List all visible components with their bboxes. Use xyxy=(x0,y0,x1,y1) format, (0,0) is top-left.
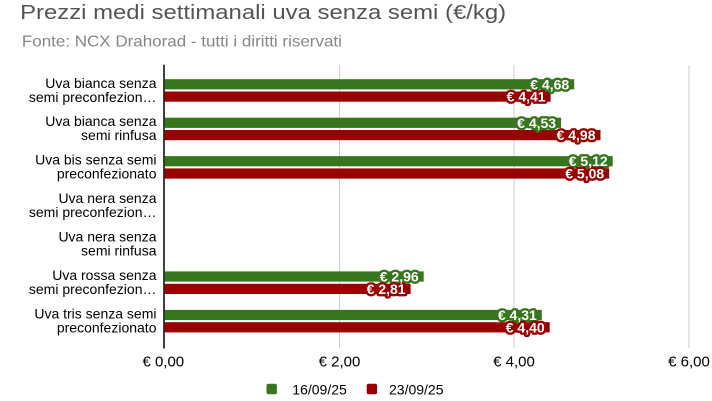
svg-text:preconfezionato: preconfezionato xyxy=(57,166,157,182)
svg-text:€ 4,53: € 4,53 xyxy=(517,115,556,131)
svg-text:€ 2,00: € 2,00 xyxy=(319,353,361,370)
svg-text:€ 4,41: € 4,41 xyxy=(507,89,546,105)
svg-text:€ 4,31: € 4,31 xyxy=(498,307,537,323)
svg-text:Uva nera senza: Uva nera senza xyxy=(58,229,156,245)
svg-text:€ 6,00: € 6,00 xyxy=(668,353,710,370)
svg-text:€ 5,08: € 5,08 xyxy=(565,166,604,182)
svg-text:€ 2,96: € 2,96 xyxy=(380,269,419,285)
svg-text:Prezzi medi settimanali uva se: Prezzi medi settimanali uva senza semi (… xyxy=(20,2,506,24)
svg-text:23/09/25: 23/09/25 xyxy=(389,382,444,398)
svg-text:semi preconfezion…: semi preconfezion… xyxy=(29,281,157,297)
svg-text:€ 2,81: € 2,81 xyxy=(367,281,406,297)
svg-text:€ 4,40: € 4,40 xyxy=(506,319,545,335)
svg-text:€ 4,53: € 4,53 xyxy=(517,115,556,131)
svg-text:€ 4,98: € 4,98 xyxy=(557,127,596,143)
svg-text:semi preconfezion…: semi preconfezion… xyxy=(29,204,157,220)
svg-text:16/09/25: 16/09/25 xyxy=(292,382,347,398)
svg-text:€ 4,68: € 4,68 xyxy=(530,76,569,92)
svg-text:€ 4,98: € 4,98 xyxy=(557,127,596,143)
svg-text:€ 2,96: € 2,96 xyxy=(380,269,419,285)
svg-text:semi preconfezion…: semi preconfezion… xyxy=(29,89,157,105)
svg-text:Uva bianca senza: Uva bianca senza xyxy=(45,75,157,91)
svg-text:€ 4,40: € 4,40 xyxy=(506,319,545,335)
svg-text:€ 4,68: € 4,68 xyxy=(530,76,569,92)
svg-text:semi rinfusa: semi rinfusa xyxy=(81,127,157,143)
svg-text:Uva bianca senza: Uva bianca senza xyxy=(45,113,157,129)
svg-text:€ 5,12: € 5,12 xyxy=(569,153,608,169)
svg-text:Uva rossa senza: Uva rossa senza xyxy=(52,267,156,283)
svg-text:€ 2,81: € 2,81 xyxy=(367,281,406,297)
svg-text:€ 5,12: € 5,12 xyxy=(569,153,608,169)
svg-text:€ 4,41: € 4,41 xyxy=(507,89,546,105)
svg-text:€ 0,00: € 0,00 xyxy=(142,353,184,370)
svg-text:Uva tris senza semi: Uva tris senza semi xyxy=(34,306,156,322)
svg-text:Fonte: NCX Drahorad - tutti i: Fonte: NCX Drahorad - tutti i diritti ri… xyxy=(22,33,342,50)
svg-text:€ 4,00: € 4,00 xyxy=(493,353,535,370)
svg-text:€ 4,31: € 4,31 xyxy=(498,307,537,323)
svg-text:Uva nera senza: Uva nera senza xyxy=(58,190,156,206)
svg-text:semi rinfusa: semi rinfusa xyxy=(81,243,157,259)
svg-text:preconfezionato: preconfezionato xyxy=(57,320,157,336)
svg-text:Uva bis senza semi: Uva bis senza semi xyxy=(35,152,156,168)
svg-text:€ 5,08: € 5,08 xyxy=(565,166,604,182)
